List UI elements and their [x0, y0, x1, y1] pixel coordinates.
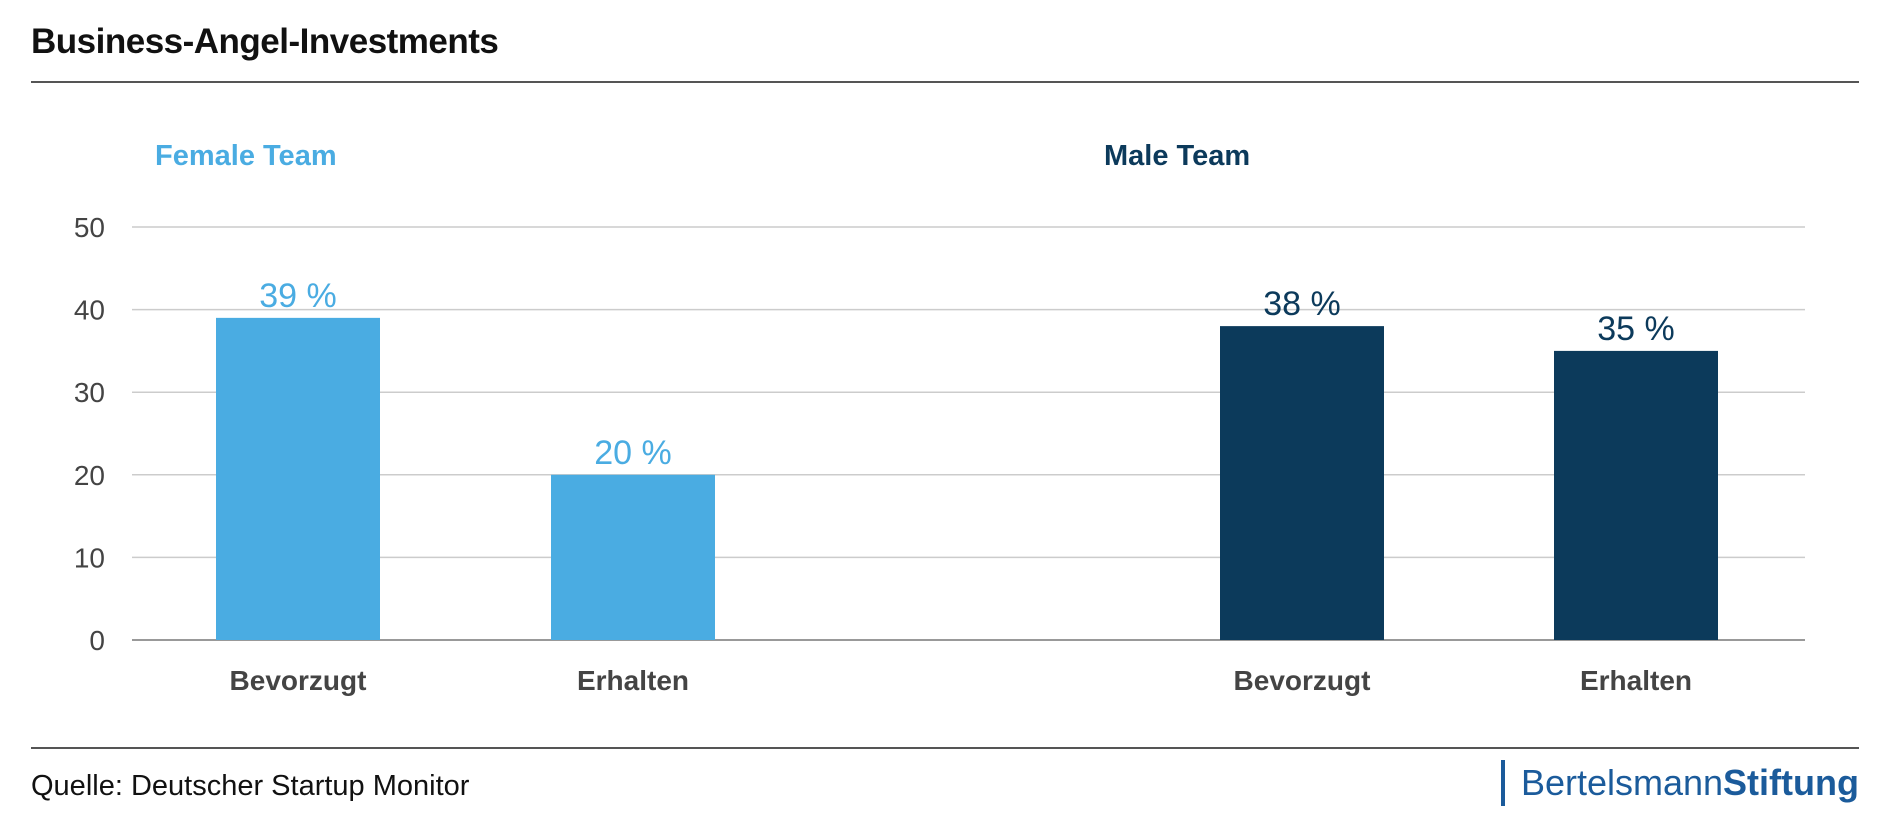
- bar: [216, 317, 380, 640]
- bertelsmann-stiftung-logo: Bertelsmann Stiftung: [1500, 760, 1859, 806]
- chart-title: Business-Angel-Investments: [31, 22, 499, 61]
- logo-text-bold: Stiftung: [1723, 762, 1859, 803]
- y-tick-label: 10: [74, 542, 105, 573]
- group-title-female: Female Team: [155, 140, 337, 172]
- logo-text-regular: Bertelsmann: [1520, 762, 1724, 803]
- footer-divider: [31, 747, 1859, 749]
- y-tick-label: 50: [74, 212, 105, 243]
- y-tick-label: 0: [89, 625, 105, 656]
- x-tick-label: Erhalten: [577, 665, 689, 696]
- title-divider: [31, 81, 1859, 83]
- source-note: Quelle: Deutscher Startup Monitor: [31, 770, 470, 802]
- x-tick-label: Bevorzugt: [1234, 665, 1371, 696]
- bar: [551, 474, 715, 640]
- bar-chart: 0 10 20 30 40 50 39 % Bevorzugt 20 % Erhalten 38 %…: [74, 212, 1805, 696]
- x-tick-label: Bevorzugt: [230, 665, 367, 696]
- bar: [1220, 326, 1384, 640]
- y-tick-label: 20: [74, 460, 105, 491]
- group-title-male: Male Team: [1104, 140, 1251, 172]
- x-tick-label: Erhalten: [1580, 665, 1692, 696]
- data-label: 38 %: [1263, 285, 1341, 323]
- data-label: 39 %: [259, 277, 337, 315]
- data-label: 35 %: [1597, 310, 1675, 348]
- y-tick-label: 30: [74, 377, 105, 408]
- data-label: 20 %: [594, 434, 672, 472]
- y-tick-label: 40: [74, 295, 105, 326]
- bar: [1554, 350, 1718, 640]
